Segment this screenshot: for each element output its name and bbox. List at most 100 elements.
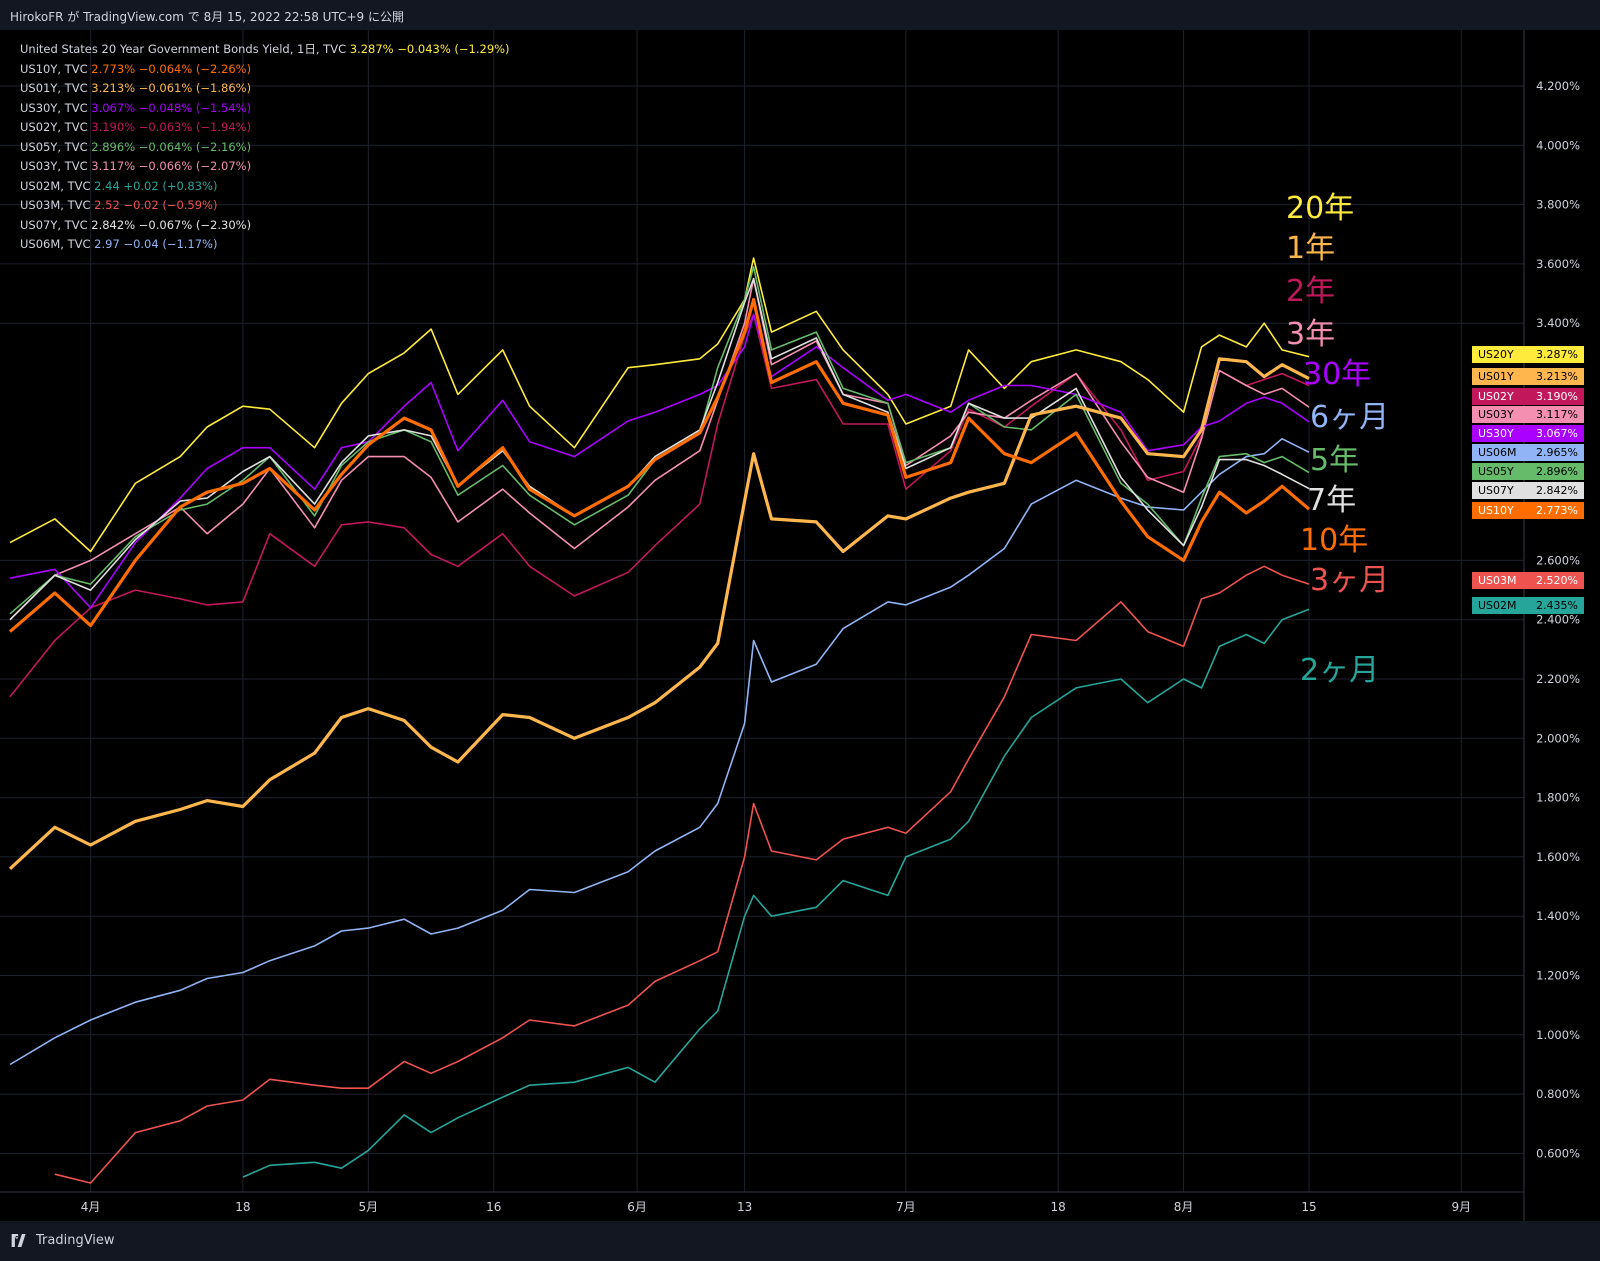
y-tick-label: 1.400% bbox=[1536, 909, 1580, 923]
price-tag-value: 2.965% bbox=[1536, 446, 1578, 459]
legend-change: −0.064% (−2.16%) bbox=[138, 139, 252, 154]
series-annotation: 5年 bbox=[1310, 443, 1359, 478]
legend-change: −0.067% (−2.30%) bbox=[138, 217, 252, 232]
legend-symbol: US02Y, TVC bbox=[20, 120, 92, 134]
y-tick-label: 1.800% bbox=[1536, 791, 1580, 805]
legend-row[interactable]: United States 20 Year Government Bonds Y… bbox=[20, 40, 510, 60]
price-tag-us03m: US03M 2.520% bbox=[1472, 572, 1584, 589]
legend-symbol: US10Y, TVC bbox=[20, 61, 92, 76]
legend-row[interactable]: US03M, TVC 2.52 −0.02 (−0.59%) bbox=[20, 196, 510, 216]
price-tag-symbol: US01Y bbox=[1478, 370, 1514, 383]
y-tick-label: 1.000% bbox=[1536, 1028, 1580, 1042]
brand[interactable]: TradingView bbox=[10, 1233, 115, 1248]
x-tick-label: 16 bbox=[486, 1200, 501, 1214]
chart-pane[interactable]: 4.200% 4.000% 3.800% 3.600% 3.400% 2.600% 2.40… bbox=[0, 30, 1600, 1221]
price-tag-symbol: US02Y bbox=[1478, 390, 1514, 403]
y-tick-label: 2.400% bbox=[1536, 613, 1580, 627]
legend-symbol: US03Y, TVC bbox=[20, 159, 92, 173]
price-tag-bg bbox=[1472, 346, 1584, 363]
price-tag-value: 3.067% bbox=[1536, 427, 1578, 440]
legend-change: −0.043% (−1.29%) bbox=[397, 42, 510, 56]
legend-row[interactable]: US05Y, TVC 2.896% −0.064% (−2.16%) bbox=[20, 138, 510, 158]
y-tick-label: 2.200% bbox=[1536, 672, 1580, 686]
legend-change: −0.063% (−1.94%) bbox=[138, 120, 252, 134]
price-tag-symbol: US07Y bbox=[1478, 484, 1514, 497]
legend-value: 3.213% bbox=[91, 81, 139, 95]
series-line-us03y bbox=[9, 277, 1310, 621]
price-tag-value: 3.117% bbox=[1536, 408, 1578, 421]
price-tag-us03y: US03Y 3.117% bbox=[1472, 406, 1584, 423]
series-annotation: 20年 bbox=[1286, 191, 1354, 226]
price-tag-symbol: US05Y bbox=[1478, 465, 1514, 478]
legend-symbol: US01Y, TVC bbox=[20, 81, 92, 95]
chart-svg[interactable]: 4.200% 4.000% 3.800% 3.600% 3.400% 2.600% 2.40… bbox=[0, 30, 1600, 1221]
y-tick-label: 2.600% bbox=[1536, 553, 1580, 567]
series-line-us07y bbox=[9, 277, 1310, 621]
legend-row[interactable]: US10Y, TVC 2.773% −0.064% (−2.26%) bbox=[20, 60, 510, 80]
price-tag-value: 2.842% bbox=[1536, 484, 1578, 497]
price-tag-value: 2.435% bbox=[1536, 599, 1578, 612]
series-annotation: 1年 bbox=[1286, 231, 1335, 266]
price-tag-symbol: US02M bbox=[1478, 599, 1517, 612]
price-tag-bg bbox=[1472, 406, 1584, 423]
legend-symbol: US02M, TVC bbox=[20, 178, 95, 193]
series-line-us02y bbox=[9, 313, 1310, 698]
y-tick-label: 0.800% bbox=[1536, 1087, 1580, 1101]
legend-row[interactable]: US01Y, TVC 3.213% −0.061% (−1.86%) bbox=[20, 79, 510, 99]
legend-row[interactable]: US06M, TVC 2.97 −0.04 (−1.17%) bbox=[20, 235, 510, 255]
price-tag-bg bbox=[1472, 444, 1584, 461]
y-tick-label: 2.000% bbox=[1536, 731, 1580, 745]
price-tag-us05y: US05Y 2.896% bbox=[1472, 463, 1584, 480]
legend-row[interactable]: US07Y, TVC 2.842% −0.067% (−2.30%) bbox=[20, 216, 510, 236]
price-tag-symbol: US03Y bbox=[1478, 408, 1514, 421]
legend-symbol: US07Y, TVC bbox=[20, 217, 92, 232]
legend-value: 2.773% bbox=[91, 61, 139, 76]
x-tick-label: 8月 bbox=[1174, 1200, 1194, 1214]
series-line-us30y bbox=[9, 313, 1310, 609]
price-tag-us10y: US10Y 2.773% bbox=[1472, 502, 1584, 519]
price-tag-bg bbox=[1472, 425, 1584, 442]
legend-value: 2.97 bbox=[94, 237, 124, 251]
y-tick-label: 1.200% bbox=[1536, 969, 1580, 983]
series-annotation: 7年 bbox=[1307, 483, 1356, 518]
price-tag-bg bbox=[1472, 368, 1584, 385]
series-annotation: 2年 bbox=[1286, 274, 1335, 309]
series-line-us03m bbox=[54, 565, 1310, 1184]
price-tag-symbol: US20Y bbox=[1478, 348, 1514, 361]
price-tag-bg bbox=[1472, 502, 1584, 519]
legend-value: 2.44 bbox=[94, 178, 124, 193]
legend-value: 2.842% bbox=[91, 217, 139, 232]
price-tag-us02m: US02M 2.435% bbox=[1472, 597, 1584, 614]
x-tick-label: 5月 bbox=[359, 1200, 379, 1214]
price-tag-bg bbox=[1472, 388, 1584, 405]
legend-symbol: US06M, TVC bbox=[20, 237, 95, 251]
x-tick-label: 18 bbox=[1051, 1200, 1066, 1214]
legend-symbol: US30Y, TVC bbox=[20, 100, 92, 115]
x-tick-label: 13 bbox=[737, 1200, 752, 1214]
x-tick-label: 18 bbox=[235, 1200, 250, 1214]
y-tick-label: 3.400% bbox=[1536, 316, 1580, 330]
series-annotation: 2ヶ月 bbox=[1300, 653, 1379, 688]
legend-value: 3.117% bbox=[91, 159, 139, 173]
legend-row[interactable]: US30Y, TVC 3.067% −0.048% (−1.54%) bbox=[20, 99, 510, 119]
publish-info-bar: HirokoFR が TradingView.com で 8月 15, 2022… bbox=[0, 0, 1600, 30]
price-tag-value: 2.773% bbox=[1536, 504, 1578, 517]
legend-symbol: US05Y, TVC bbox=[20, 139, 92, 154]
y-tick-label: 1.600% bbox=[1536, 850, 1580, 864]
legend-value: 2.896% bbox=[91, 139, 139, 154]
publish-info-text: HirokoFR が TradingView.com で 8月 15, 2022… bbox=[10, 10, 404, 24]
legend-change: −0.061% (−1.86%) bbox=[138, 81, 252, 95]
legend-row[interactable]: US02M, TVC 2.44 +0.02 (+0.83%) bbox=[20, 177, 510, 197]
brand-name: TradingView bbox=[36, 1233, 115, 1248]
price-tag-us07y: US07Y 2.842% bbox=[1472, 482, 1584, 499]
legend-value: 3.190% bbox=[91, 120, 139, 134]
legend-change: −0.048% (−1.54%) bbox=[138, 100, 252, 115]
legend-symbol: United States 20 Year Government Bonds Y… bbox=[20, 42, 350, 56]
legend-row[interactable]: US02Y, TVC 3.190% −0.063% (−1.94%) bbox=[20, 118, 510, 138]
y-tick-label: 4.000% bbox=[1536, 138, 1580, 152]
price-tag-symbol: US10Y bbox=[1478, 504, 1514, 517]
legend-symbol: US03M, TVC bbox=[20, 198, 95, 212]
series-line-us05y bbox=[9, 266, 1310, 615]
legend-row[interactable]: US03Y, TVC 3.117% −0.066% (−2.07%) bbox=[20, 157, 510, 177]
series-line-us20y bbox=[9, 257, 1310, 553]
